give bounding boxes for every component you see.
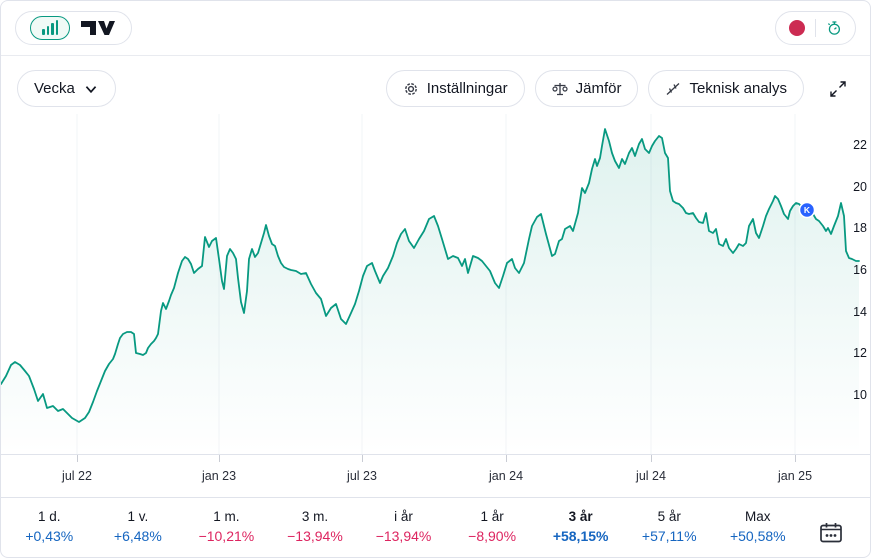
tradingview-tv-icon [81,21,115,35]
settings-button[interactable]: Inställningar [385,70,525,107]
expand-arrows-icon [830,81,846,97]
range-change-value: +6,48% [113,528,162,544]
range-item-3m[interactable]: 3 m. −13,94% [271,507,360,557]
gear-icon [404,82,417,95]
interval-label: Vecka [34,80,75,97]
top-bar [1,1,870,56]
range-item-1m[interactable]: 1 m. −10,21% [182,507,271,557]
range-item-1år[interactable]: 1 år −8,90% [448,507,537,557]
status-pill [775,11,856,45]
line-chart-canvas: K [1,114,860,454]
range-label: i år [394,509,413,524]
x-axis-label: jan 24 [488,469,524,483]
toolbar-button-group: Inställningar Jämför Teknisk ana [385,70,804,107]
timer-icon[interactable] [826,20,842,36]
range-change-value: −8,90% [468,528,517,544]
y-axis-label: 18 [853,221,867,235]
mini-bars-icon [30,16,70,40]
range-change-value: −13,94% [287,528,343,544]
price-chart[interactable]: K 22 20 18 16 14 12 10 [1,114,870,454]
settings-label: Inställningar [426,80,508,97]
x-axis-tick [651,455,652,462]
range-label: 1 år [480,509,504,524]
y-axis-label: 14 [853,305,867,319]
technical-analysis-button[interactable]: Teknisk analys [648,70,804,107]
range-item-5år[interactable]: 5 år +57,11% [625,507,714,557]
y-axis-label: 10 [853,388,867,402]
y-axis-label: 22 [853,138,867,152]
range-item-max[interactable]: Max +50,58% [714,507,803,557]
calendar-icon [820,523,842,543]
tradingview-logo-button[interactable] [15,11,132,45]
range-label: 5 år [657,509,681,524]
range-change-value: +50,58% [729,528,786,544]
scales-icon [552,82,568,95]
range-item-1d[interactable]: 1 d. +0,43% [5,507,94,557]
x-axis-label: jul 24 [636,469,666,483]
x-axis-tick [362,455,363,462]
fullscreen-button[interactable] [822,75,854,103]
range-change-value: −13,94% [375,528,432,544]
range-change-value: +57,11% [641,528,697,544]
x-axis-label: jan 23 [201,469,237,483]
compare-label: Jämför [575,80,622,97]
trend-line-icon [667,82,680,95]
x-axis-tick [77,455,78,462]
series-marker-label: K [804,205,811,215]
divider [815,19,816,37]
range-item-3år[interactable]: 3 år +58,15% [536,507,625,557]
x-axis-tick [506,455,507,462]
range-label: 3 m. [301,509,329,524]
range-item-1v[interactable]: 1 v. +6,48% [94,507,183,557]
y-axis-label: 20 [853,180,867,194]
area-fill [1,129,859,454]
x-axis-label: jul 23 [347,469,377,483]
x-axis-label: jan 25 [777,469,813,483]
y-axis-label: 16 [853,263,867,277]
range-label: 1 v. [127,509,149,524]
x-axis: jul 22 jan 23 jul 23 jan 24 jul 24 jan 25 [1,454,870,498]
technical-analysis-label: Teknisk analys [689,80,787,97]
range-change-value: −10,21% [198,528,255,544]
interval-dropdown[interactable]: Vecka [17,70,116,107]
range-selector-row: 1 d. +0,43% 1 v. +6,48% 1 m. −10,21% 3 m. −13,9… [1,499,870,557]
price-line [1,128,860,423]
range-label: 3 år [568,509,593,524]
range-label: 1 d. [38,509,61,524]
range-change-value: +0,43% [25,528,74,544]
series-marker[interactable] [798,201,816,219]
date-range-calendar-button[interactable] [802,507,860,557]
x-axis-label: jul 22 [62,469,92,483]
range-change-value: +58,15% [552,528,609,544]
chart-toolbar: Vecka Inställningar [1,57,870,114]
range-label: Max [745,509,771,524]
x-axis-tick [795,455,796,462]
compare-button[interactable]: Jämför [534,70,639,107]
chevron-down-icon [85,85,97,93]
y-axis-label: 12 [853,346,867,360]
market-status-dot-icon[interactable] [789,20,805,36]
range-label: 1 m. [213,509,240,524]
range-item-iår[interactable]: i år −13,94% [359,507,448,557]
x-axis-tick [219,455,220,462]
